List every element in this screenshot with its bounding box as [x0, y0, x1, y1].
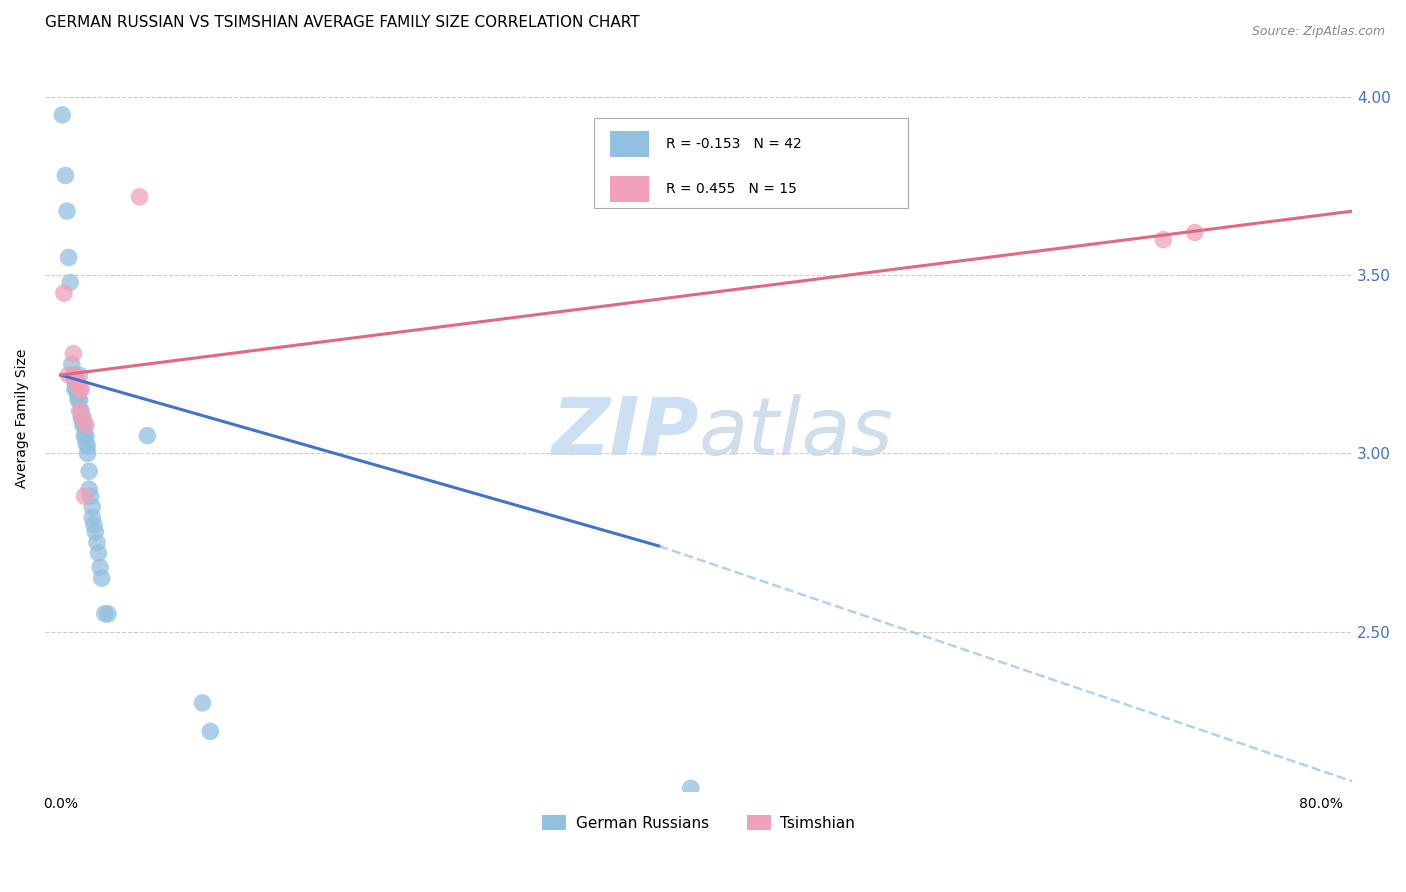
Point	[52, 286, 75, 301]
Point	[65, 382, 87, 396]
Point	[72, 410, 94, 425]
Point	[73, 489, 96, 503]
Point	[70, 410, 93, 425]
FancyBboxPatch shape	[610, 176, 650, 202]
Point	[69, 368, 91, 382]
Point	[59, 276, 82, 290]
Point	[86, 535, 108, 549]
Point	[76, 439, 98, 453]
Point	[83, 517, 105, 532]
Point	[75, 417, 97, 432]
Point	[58, 251, 80, 265]
Point	[67, 389, 90, 403]
Point	[97, 607, 120, 621]
Point	[69, 403, 91, 417]
Point	[56, 204, 79, 219]
Point	[55, 169, 77, 183]
Point	[70, 382, 93, 396]
Point	[87, 546, 110, 560]
Point	[200, 724, 222, 739]
Point	[63, 368, 86, 382]
Y-axis label: Average Family Size: Average Family Size	[15, 348, 30, 488]
Point	[72, 410, 94, 425]
Point	[69, 392, 91, 407]
Point	[1184, 226, 1206, 240]
Point	[77, 482, 100, 496]
Point	[82, 510, 104, 524]
Point	[94, 607, 117, 621]
Point	[75, 435, 97, 450]
Text: Source: ZipAtlas.com: Source: ZipAtlas.com	[1251, 25, 1385, 38]
Point	[77, 464, 100, 478]
Legend: German Russians, Tsimshian: German Russians, Tsimshian	[536, 809, 862, 837]
Point	[72, 417, 94, 432]
Text: R = 0.455   N = 15: R = 0.455 N = 15	[666, 182, 797, 195]
Point	[62, 346, 84, 360]
Point	[73, 428, 96, 442]
Point	[1152, 233, 1174, 247]
Text: R = -0.153   N = 42: R = -0.153 N = 42	[666, 136, 801, 151]
Point	[60, 357, 83, 371]
Point	[76, 446, 98, 460]
FancyBboxPatch shape	[610, 131, 650, 157]
Point	[90, 571, 112, 585]
Point	[84, 524, 107, 539]
Point	[70, 403, 93, 417]
Point	[75, 428, 97, 442]
Point	[73, 417, 96, 432]
Point	[67, 375, 90, 389]
Point	[62, 368, 84, 382]
Point	[679, 781, 702, 796]
Point	[65, 375, 87, 389]
Point	[69, 382, 91, 396]
Point	[89, 560, 111, 574]
Point	[79, 489, 101, 503]
Point	[128, 190, 150, 204]
Text: GERMAN RUSSIAN VS TSIMSHIAN AVERAGE FAMILY SIZE CORRELATION CHART: GERMAN RUSSIAN VS TSIMSHIAN AVERAGE FAMI…	[45, 15, 640, 30]
Point	[67, 392, 90, 407]
Text: ZIP: ZIP	[551, 393, 699, 472]
Point	[82, 500, 104, 514]
Point	[136, 428, 159, 442]
Point	[63, 375, 86, 389]
Point	[63, 382, 86, 396]
Point	[65, 375, 87, 389]
Point	[191, 696, 214, 710]
Text: atlas: atlas	[699, 393, 893, 472]
Point	[51, 108, 73, 122]
Point	[58, 368, 80, 382]
FancyBboxPatch shape	[593, 119, 908, 209]
